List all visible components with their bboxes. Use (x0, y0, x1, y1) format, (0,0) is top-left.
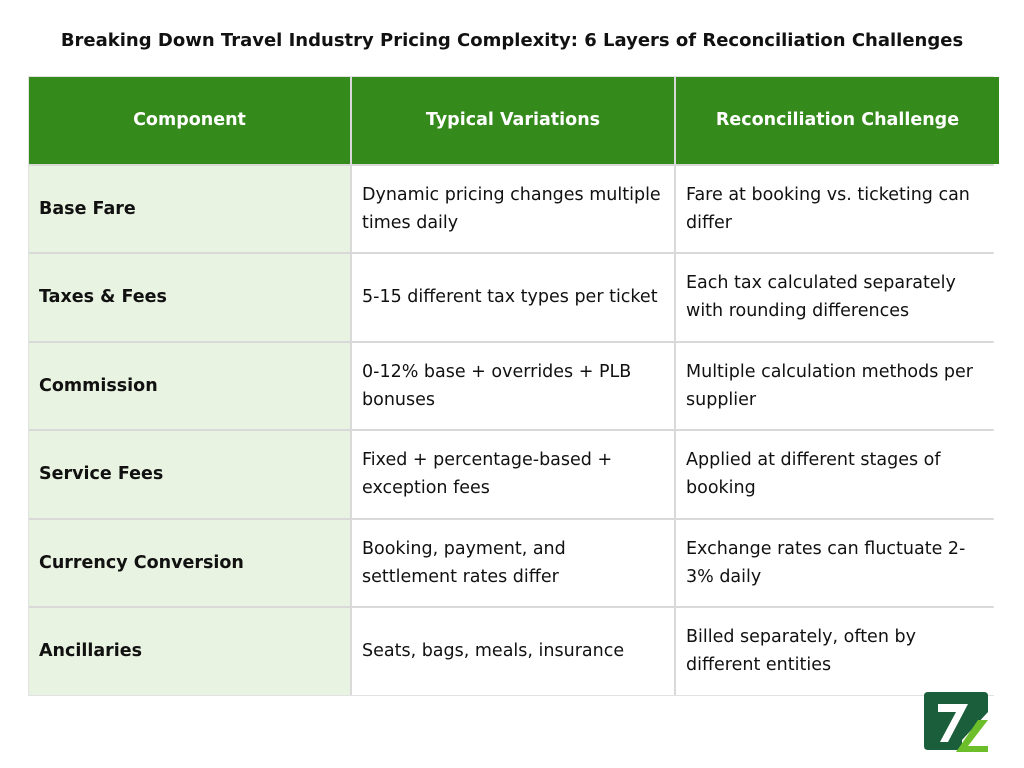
table-cell: 0-12% base + overrides + PLB bonuses (352, 342, 674, 429)
header-cell: Typical Variations (352, 77, 674, 164)
table-cell: Applied at different stages of booking (676, 431, 999, 518)
logo-seven (938, 704, 968, 742)
header-cell: Reconciliation Challenge (676, 77, 999, 164)
table-cell: Each tax calculated separately with roun… (676, 254, 999, 341)
row-label: Base Fare (29, 165, 350, 252)
table-cell: Dynamic pricing changes multiple times d… (352, 165, 674, 252)
row-label: Ancillaries (29, 608, 350, 695)
table-cell: 5-15 different tax types per ticket (352, 254, 674, 341)
table-cell: Fixed + percentage-based + exception fee… (352, 431, 674, 518)
header-cell: Component (29, 77, 350, 164)
table-cell: Exchange rates can fluctuate 2-3% daily (676, 519, 999, 606)
row-label: Taxes & Fees (29, 254, 350, 341)
row-label: Service Fees (29, 431, 350, 518)
row-label: Currency Conversion (29, 519, 350, 606)
table-cell: Seats, bags, meals, insurance (352, 608, 674, 695)
logo (924, 692, 988, 752)
table-cell: Billed separately, often by different en… (676, 608, 999, 695)
pricing-table: Component Typical Variations Reconciliatio… (28, 76, 999, 696)
table-cell: Fare at booking vs. ticketing can differ (676, 165, 999, 252)
table-cell: Booking, payment, and settlement rates d… (352, 519, 674, 606)
table-cell: Multiple calculation methods per supplie… (676, 342, 999, 429)
logo-accent (956, 720, 988, 752)
page-title: Breaking Down Travel Industry Pricing Co… (60, 30, 964, 51)
row-label: Commission (29, 342, 350, 429)
